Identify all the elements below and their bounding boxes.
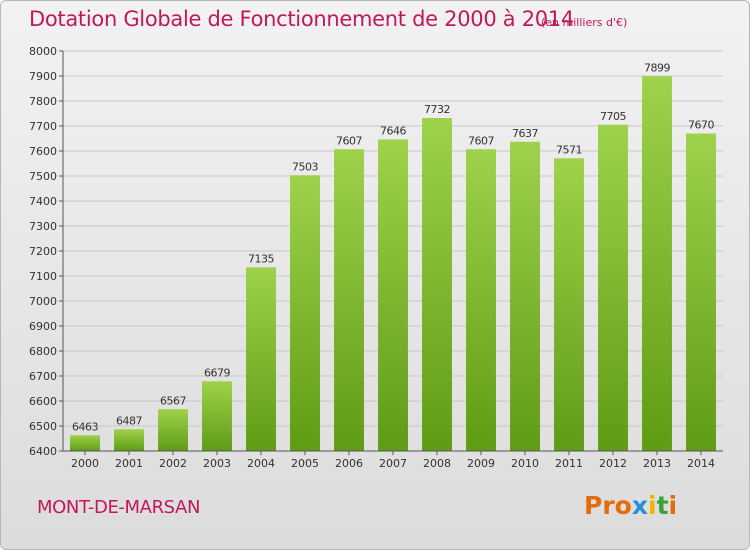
y-tick-label: 7700 <box>29 120 57 133</box>
bar-value-label: 7899 <box>644 61 670 74</box>
logo-letter: i <box>648 491 657 520</box>
bar-value-label: 7705 <box>600 110 626 123</box>
bar <box>334 149 364 451</box>
bar-value-label: 7135 <box>248 252 274 265</box>
y-tick-label: 7800 <box>29 95 57 108</box>
bar-value-label: 6463 <box>72 420 98 433</box>
x-tick-label: 2012 <box>599 457 627 470</box>
bar <box>598 124 628 451</box>
bar-value-label: 7607 <box>468 134 494 147</box>
y-tick-label: 6400 <box>29 445 57 458</box>
x-tick-label: 2011 <box>555 457 583 470</box>
bar <box>202 381 232 451</box>
y-tick-label: 7400 <box>29 195 57 208</box>
bar-value-label: 7732 <box>424 103 450 116</box>
bar-value-label: 7646 <box>380 125 406 138</box>
x-tick-label: 2008 <box>423 457 451 470</box>
bar <box>466 149 496 451</box>
x-tick-label: 2014 <box>687 457 715 470</box>
y-tick-label: 8000 <box>29 45 57 58</box>
logo-letter: x <box>631 491 648 520</box>
proxiti-logo[interactable]: Proxiti <box>584 491 677 520</box>
y-tick-label: 6600 <box>29 395 57 408</box>
bar-value-label: 6679 <box>204 366 230 379</box>
y-tick-label: 7900 <box>29 70 57 83</box>
y-tick-label: 7100 <box>29 270 57 283</box>
x-tick-label: 2013 <box>643 457 671 470</box>
y-tick-label: 6800 <box>29 345 57 358</box>
chart-subtitle: (en milliers d'€) <box>541 16 628 29</box>
bar-value-label: 7503 <box>292 160 318 173</box>
x-tick-label: 2003 <box>203 457 231 470</box>
y-tick-label: 7600 <box>29 145 57 158</box>
y-tick-label: 6500 <box>29 420 57 433</box>
logo-letter: t <box>656 491 669 520</box>
chart-title: Dotation Globale de Fonctionnement de 20… <box>29 7 574 31</box>
bar <box>686 133 716 451</box>
bar <box>554 158 584 451</box>
bar-value-label: 7670 <box>688 119 714 132</box>
y-tick-label: 7200 <box>29 245 57 258</box>
x-tick-label: 2006 <box>335 457 363 470</box>
bar <box>290 175 320 451</box>
bar-value-label: 6487 <box>116 414 142 427</box>
y-tick-label: 6700 <box>29 370 57 383</box>
bar <box>246 267 276 451</box>
x-tick-label: 2005 <box>291 457 319 470</box>
logo-letter: i <box>668 491 678 520</box>
y-tick-label: 7300 <box>29 220 57 233</box>
logo-letter: P <box>584 491 603 520</box>
bar <box>510 141 540 451</box>
y-tick-label: 7000 <box>29 295 57 308</box>
bar <box>642 76 672 451</box>
x-tick-label: 2009 <box>467 457 495 470</box>
x-tick-label: 2001 <box>115 457 143 470</box>
bar <box>114 429 144 451</box>
x-tick-label: 2010 <box>511 457 539 470</box>
bar <box>378 139 408 451</box>
place-name: MONT-DE-MARSAN <box>37 497 201 518</box>
bar <box>422 118 452 451</box>
x-tick-label: 2007 <box>379 457 407 470</box>
bar-value-label: 6567 <box>160 394 186 407</box>
logo-letter: r <box>602 491 615 520</box>
bar-value-label: 7607 <box>336 134 362 147</box>
x-tick-label: 2004 <box>247 457 275 470</box>
bar <box>70 435 100 451</box>
logo-letter: o <box>614 491 632 520</box>
y-tick-label: 6900 <box>29 320 57 333</box>
bar <box>158 409 188 451</box>
x-tick-label: 2002 <box>159 457 187 470</box>
bar-value-label: 7571 <box>556 143 582 156</box>
y-tick-label: 7500 <box>29 170 57 183</box>
bar-value-label: 7637 <box>512 127 538 140</box>
x-tick-label: 2000 <box>71 457 99 470</box>
